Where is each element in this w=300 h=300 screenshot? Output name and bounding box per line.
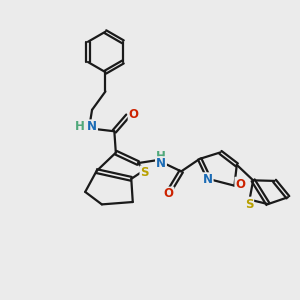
Text: H: H <box>156 150 166 163</box>
Text: O: O <box>236 178 245 191</box>
Text: N: N <box>203 173 213 186</box>
Text: H: H <box>75 120 85 133</box>
Text: S: S <box>245 198 253 211</box>
Text: O: O <box>164 188 173 200</box>
Text: O: O <box>129 108 139 121</box>
Text: N: N <box>156 157 166 170</box>
Text: N: N <box>87 120 97 133</box>
Text: S: S <box>140 167 149 179</box>
